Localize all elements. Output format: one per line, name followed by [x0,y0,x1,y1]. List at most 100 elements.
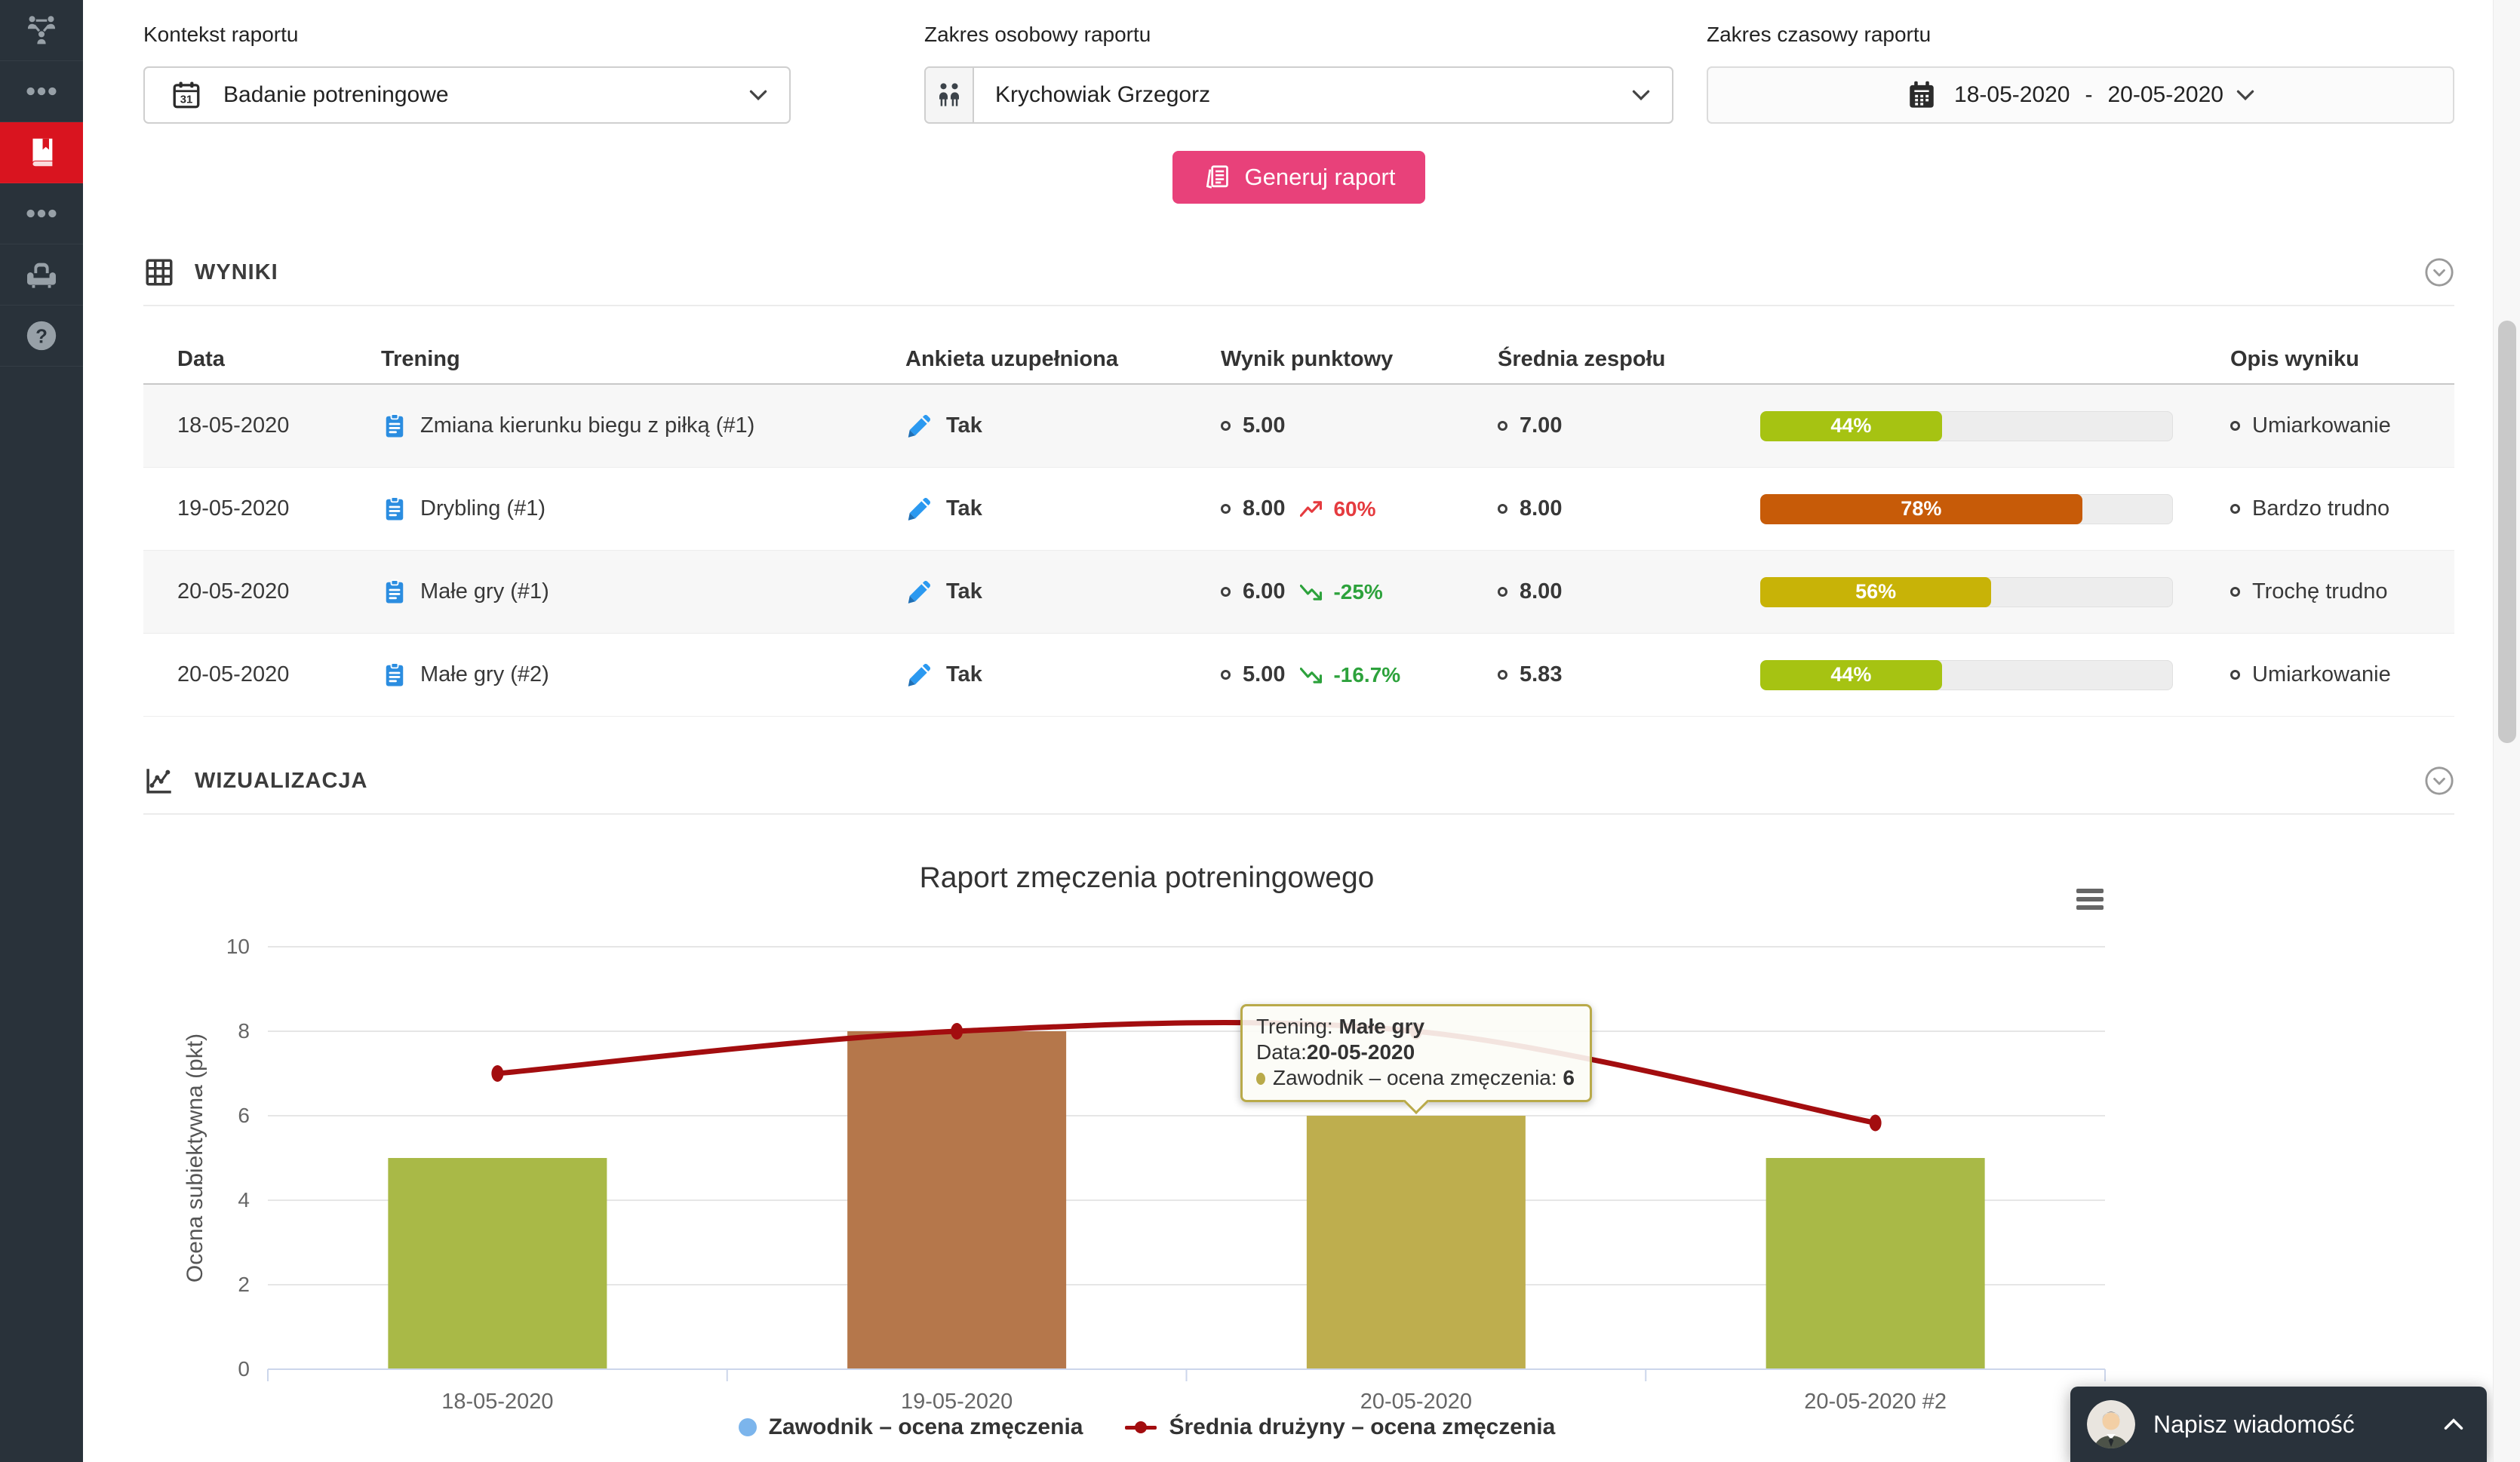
actions-row: Generuj raport [143,151,2454,204]
legend-line-marker [1125,1418,1157,1436]
tooltip-training-label: Trening: [1255,1015,1339,1038]
sidebar-item-team-structure[interactable] [0,0,83,61]
row-score: 6.00 -25% [1192,579,1467,604]
row-progress: 56% [1732,576,2173,607]
ellipsis-icon [24,196,59,231]
personal-filter: Zakres osobowy raportu Krychowiak Grzego… [924,23,1673,124]
bullet-circle [1221,504,1231,514]
collapse-visualization-button[interactable] [2424,766,2454,796]
row-survey: Tak [875,413,1192,440]
tooltip-date-label: Data: [1255,1040,1307,1064]
trend-up-icon [1300,500,1326,518]
svg-text:2: 2 [238,1273,250,1296]
row-survey: Tak [875,662,1192,689]
bullet-circle [1498,421,1507,431]
bullet-circle [1498,587,1507,597]
row-date: 20-05-2020 [177,662,290,686]
pencil-icon[interactable] [905,579,933,606]
chart-menu-icon[interactable] [2076,889,2104,914]
help-icon: ? [24,318,59,353]
row-survey: Tak [875,579,1192,606]
trend-down-icon [1300,583,1326,601]
row-training: Zmiana kierunku biegu z piłką (#1) [347,413,875,440]
legend-circle-marker [738,1418,757,1436]
results-section-header: WYNIKI [143,256,2454,288]
date-range-select[interactable]: 18-05-2020 - 20-05-2020 [1707,66,2454,124]
column-header: Data [177,346,225,371]
clipboard-icon [381,662,408,689]
scrollbar-thumb[interactable] [2498,321,2516,743]
table-grid-icon [143,256,175,288]
pencil-icon[interactable] [905,496,933,523]
sidebar-item-reports[interactable] [0,122,83,183]
row-score: 5.00 [1192,413,1467,438]
bullet-circle [1498,670,1507,680]
table-row: 20-05-2020 Małe gry (#2) Tak 5.00 -16.7% 5.83… [143,634,2454,717]
chart-tooltip: Trening: Małe gry Data:20-05-2020 Zawodn… [1240,1004,1593,1114]
score-progress-bar: 56% [1760,576,2173,607]
sidebar-item-help[interactable]: ? [0,306,83,367]
score-progress-bar: 78% [1760,493,2173,524]
chat-label: Napisz wiadomość [2153,1410,2355,1438]
visualization-section-title: WIZUALIZACJA [195,768,368,793]
results-section-title: WYNIKI [195,260,278,284]
clipboard-icon [381,496,408,523]
pencil-icon[interactable] [905,662,933,689]
line-chart-icon [143,765,175,797]
context-select[interactable]: 31 Badanie potreningowe [143,66,791,124]
sidebar-item-more-top[interactable] [0,61,83,122]
row-description: Umiarkowanie [2173,662,2454,687]
row-team-avg: 8.00 [1467,579,1732,604]
fatigue-chart: 0 2 4 6 8 10 Ocena subiektywna (pkt) 18-05-2020… [143,830,2150,1462]
svg-text:6: 6 [238,1104,250,1127]
context-filter: Kontekst raportu 31 Badanie potreningowe [143,23,791,124]
date-to: 20-05-2020 [2107,82,2223,107]
sidebar-item-lounge[interactable] [0,244,83,306]
row-progress: 78% [1732,493,2173,524]
time-filter-label: Zakres czasowy raportu [1707,23,1931,46]
personal-select-value: Krychowiak Grzegorz [995,82,1211,107]
row-progress: 44% [1732,659,2173,690]
column-header: Opis wyniku [2230,346,2359,371]
personal-select[interactable]: Krychowiak Grzegorz [924,66,1673,124]
results-table-body: 18-05-2020 Zmiana kierunku biegu z piłką … [143,385,2454,717]
divider [143,813,2454,815]
row-description: Bardzo trudno [2173,496,2454,521]
context-select-value: Badanie potreningowe [223,82,449,107]
legend-item-player[interactable]: Zawodnik – ocena zmęczenia [738,1414,1083,1440]
chart-title: Raport zmęczenia potreningowego [919,862,1375,894]
row-training: Małe gry (#1) [347,579,875,606]
row-score: 5.00 -16.7% [1192,662,1467,687]
armchair-icon [24,257,59,292]
legend-item-team-avg[interactable]: Średnia drużyny – ocena zmęczenia [1125,1414,1555,1440]
calendar-31-icon: 31 [171,79,202,111]
tooltip-series-marker [1255,1073,1265,1085]
column-header: Trening [381,346,460,371]
row-date: 18-05-2020 [177,413,290,438]
chat-widget[interactable]: Napisz wiadomość [2070,1387,2487,1462]
calendar-icon [1906,79,1938,111]
row-survey: Tak [875,496,1192,523]
sidebar-item-more-bottom[interactable] [0,183,83,244]
report-filters: Kontekst raportu 31 Badanie potreningowe… [143,23,2454,124]
divider [143,305,2454,306]
tooltip-training-value: Małe gry [1338,1015,1425,1038]
page-scrollbar [2493,0,2520,1462]
tooltip-date-value: 20-05-2020 [1306,1040,1415,1064]
score-progress-bar: 44% [1760,659,2173,690]
legend-team-avg-label: Średnia drużyny – ocena zmęczenia [1169,1414,1556,1439]
svg-text:10: 10 [226,935,250,958]
context-filter-label: Kontekst raportu [143,23,299,46]
bullet-circle [2230,504,2240,514]
bullet-circle [2230,421,2240,431]
collapse-results-button[interactable] [2424,257,2454,287]
row-team-avg: 7.00 [1467,413,1732,438]
pencil-icon[interactable] [905,413,933,440]
generate-report-button[interactable]: Generuj raport [1172,151,1426,204]
ellipsis-icon [24,74,59,109]
svg-text:31: 31 [180,94,193,106]
chevron-up-icon [2443,1417,2464,1431]
column-header: Ankieta uzupełniona [905,346,1118,371]
svg-text:0: 0 [238,1357,250,1381]
clipboard-icon [381,413,408,440]
